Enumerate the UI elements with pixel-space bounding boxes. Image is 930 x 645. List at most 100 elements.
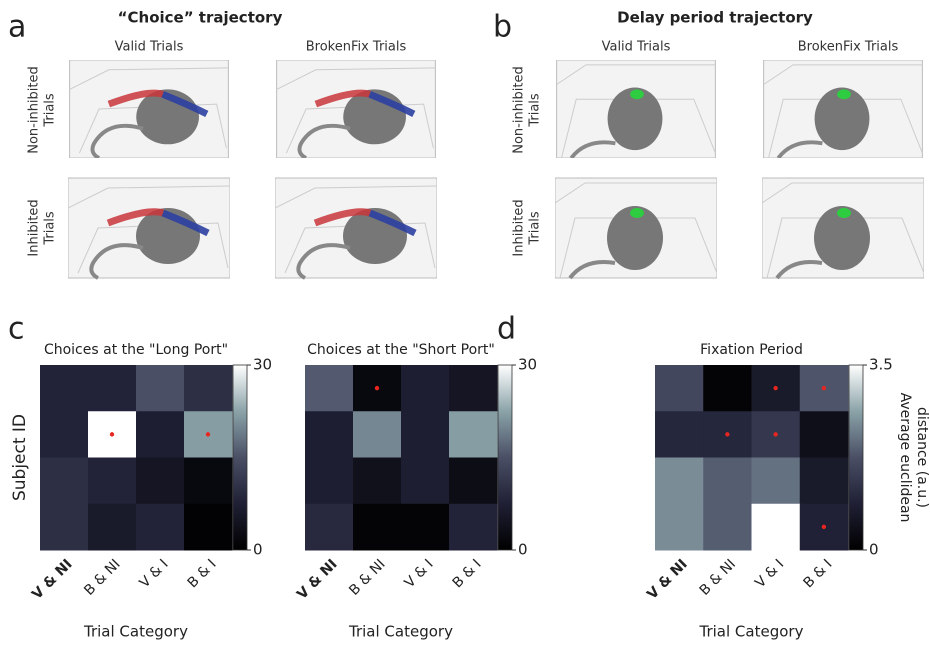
- heat-cell: [136, 503, 185, 551]
- heat-cell: [703, 503, 752, 551]
- row-label: Inhibited: [512, 199, 527, 256]
- heat-cell: [40, 365, 89, 412]
- row-label: Trials: [43, 211, 58, 246]
- colorbar: [497, 364, 513, 551]
- heat-cell: [751, 503, 801, 551]
- heat-cell: [40, 457, 89, 505]
- x-tick-label: V & I: [752, 556, 787, 591]
- panel-letter: a: [8, 10, 26, 45]
- marker: [725, 432, 730, 437]
- row-label: Trials: [43, 93, 58, 128]
- marker: [109, 432, 115, 437]
- colorbar-tick-label: 3.5: [869, 356, 893, 374]
- chart-title: Choices at the "Long Port": [44, 342, 228, 358]
- photo: [275, 178, 437, 278]
- panel-letter: c: [8, 312, 25, 347]
- marker: [205, 432, 211, 437]
- x-tick-label: V & NI: [294, 556, 340, 602]
- heat-cell: [88, 503, 137, 551]
- x-axis-label: Trial Category: [83, 623, 188, 641]
- x-axis-label: Trial Category: [348, 623, 453, 641]
- photo: [762, 60, 924, 158]
- row-label: Inhibited: [27, 199, 42, 256]
- y-axis-label: Subject ID: [10, 414, 30, 501]
- heat-cell: [655, 457, 704, 505]
- heat-cell: [401, 503, 450, 551]
- x-axis-label: Trial Category: [699, 623, 804, 641]
- photo: [277, 60, 436, 158]
- x-tick-label: B & I: [800, 556, 835, 591]
- heat-cell: [449, 411, 498, 458]
- photo: [555, 60, 717, 158]
- heat-cell: [305, 411, 354, 458]
- heat-cell: [88, 457, 137, 505]
- panel-title: Delay period trajectory: [617, 9, 813, 27]
- colorbar-tick-label: 30: [253, 356, 272, 374]
- heat-cell: [449, 503, 498, 551]
- heat-cell: [655, 503, 704, 551]
- colorbar-label: Average euclidean: [897, 393, 913, 523]
- colorbar-tick-label: 30: [518, 356, 537, 374]
- heat-cell: [799, 457, 849, 505]
- heat-cell: [703, 365, 752, 412]
- heat-cell: [353, 503, 402, 551]
- marker: [773, 385, 778, 391]
- heat-cell: [184, 503, 233, 551]
- x-tick-label: V & I: [137, 556, 172, 591]
- photo: [555, 178, 717, 278]
- heat-cell: [353, 411, 402, 458]
- heat-cell: [799, 411, 849, 458]
- heat-cell: [449, 457, 498, 505]
- column-label: BrokenFix Trials: [798, 40, 899, 55]
- x-tick-label: B & NI: [346, 556, 388, 598]
- heat-cell: [40, 503, 89, 551]
- heat-cell: [136, 457, 185, 505]
- row-label: Trials: [528, 93, 543, 128]
- x-tick-label: B & NI: [697, 556, 739, 598]
- x-tick-label: V & NI: [644, 556, 690, 602]
- column-label: BrokenFix Trials: [306, 40, 407, 55]
- colorbar: [848, 364, 864, 551]
- heat-cell: [703, 457, 752, 505]
- heat-cell: [353, 457, 402, 505]
- heat-cell: [401, 411, 450, 458]
- panel-letter: b: [493, 10, 512, 45]
- row-label: Trials: [528, 211, 543, 246]
- heat-cell: [184, 457, 233, 505]
- panel-title: “Choice” trajectory: [118, 9, 283, 27]
- x-tick-label: V & I: [402, 556, 437, 591]
- heat-cell: [401, 457, 450, 505]
- colorbar-tick-label: 0: [869, 541, 879, 559]
- heat-cell: [136, 411, 185, 458]
- heat-cell: [184, 365, 233, 412]
- x-tick-label: B & NI: [81, 556, 123, 598]
- marker: [821, 385, 827, 391]
- heat-cell: [305, 365, 354, 412]
- row-label: Non-inhibited: [512, 66, 527, 154]
- photo: [68, 178, 230, 278]
- colorbar-label: distance (a.u.): [914, 407, 930, 508]
- chart-title: Choices at the "Short Port": [307, 342, 495, 358]
- marker: [374, 385, 380, 391]
- heat-cell: [449, 365, 498, 412]
- heat-cell: [40, 411, 89, 458]
- column-label: Valid Trials: [602, 40, 671, 55]
- marker: [821, 524, 827, 530]
- heat-cell: [655, 365, 704, 412]
- heat-cell: [305, 503, 354, 551]
- x-tick-label: B & I: [450, 556, 485, 591]
- chart-title: Fixation Period: [700, 342, 803, 358]
- colorbar: [232, 364, 248, 551]
- heat-cell: [751, 457, 801, 505]
- heat-cell: [88, 365, 137, 412]
- colorbar-tick-label: 0: [253, 541, 263, 559]
- heat-cell: [655, 411, 704, 458]
- photo: [70, 60, 229, 158]
- heat-cell: [305, 457, 354, 505]
- column-label: Valid Trials: [115, 40, 184, 55]
- photo: [762, 178, 924, 278]
- x-tick-label: B & I: [185, 556, 220, 591]
- heat-cell: [401, 365, 450, 412]
- panel-letter: d: [497, 312, 516, 347]
- colorbar-tick-label: 0: [518, 541, 528, 559]
